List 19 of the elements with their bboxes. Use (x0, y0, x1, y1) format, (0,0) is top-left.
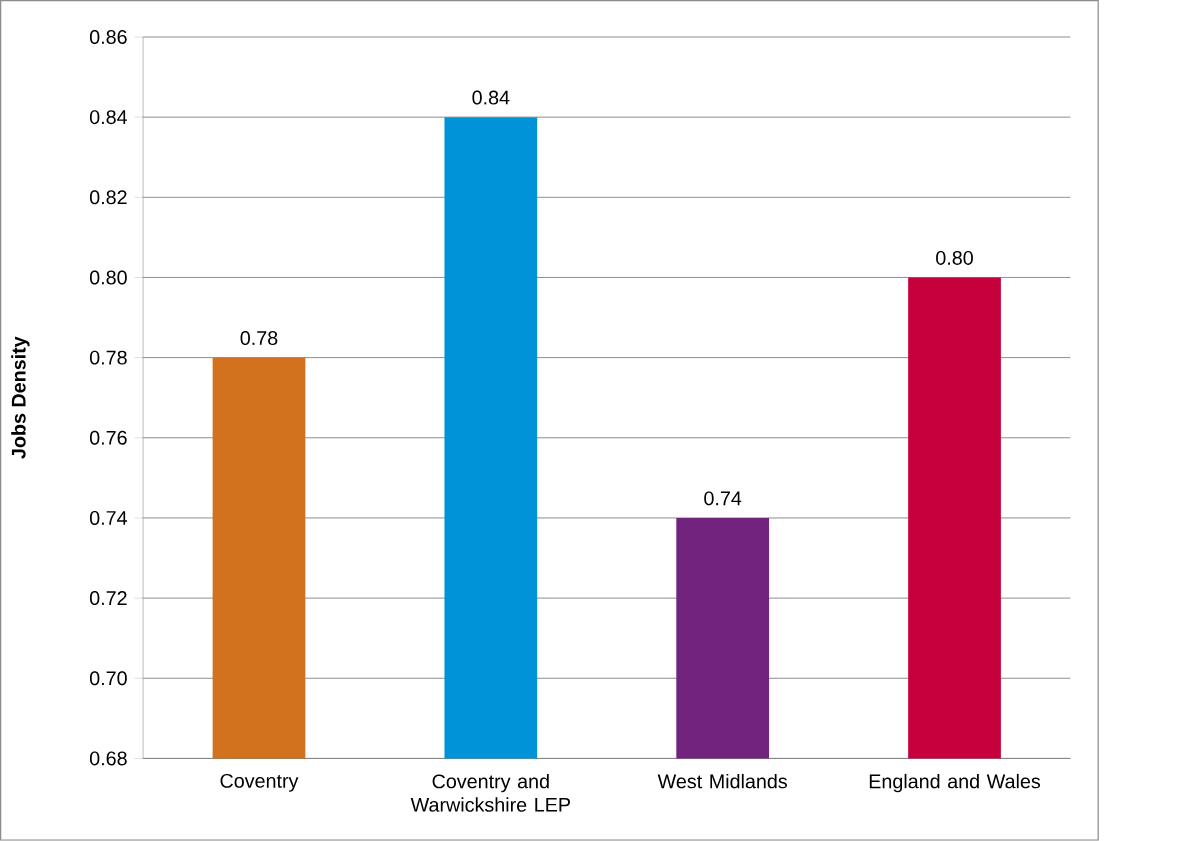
y-tick-label: 0.70 (89, 671, 127, 686)
y-tick-label: 0.76 (89, 430, 127, 445)
x-tick-label: Coventry and Warwickshire LEP (410, 774, 570, 812)
y-tick-label: 0.82 (89, 190, 127, 205)
data-label: 0.74 (704, 491, 742, 506)
y-tick-label: 0.72 (89, 591, 127, 606)
x-tick-label: Coventry (220, 774, 299, 792)
x-tick-label: West Midlands (657, 774, 787, 789)
y-tick-label: 0.74 (89, 511, 128, 526)
data-label: 0.84 (472, 90, 510, 105)
y-tick-label: 0.78 (89, 350, 127, 365)
y-tick-label: 0.80 (89, 270, 127, 285)
y-tick-label: 0.84 (89, 110, 128, 125)
x-tick-label: England and Wales (869, 774, 1041, 793)
y-tick-label: 0.86 (89, 30, 127, 45)
y-tick-label: 0.68 (89, 751, 127, 766)
data-label: 0.80 (936, 251, 973, 266)
y-axis-title: Jobs Density (11, 336, 30, 459)
data-label: 0.78 (240, 331, 278, 346)
